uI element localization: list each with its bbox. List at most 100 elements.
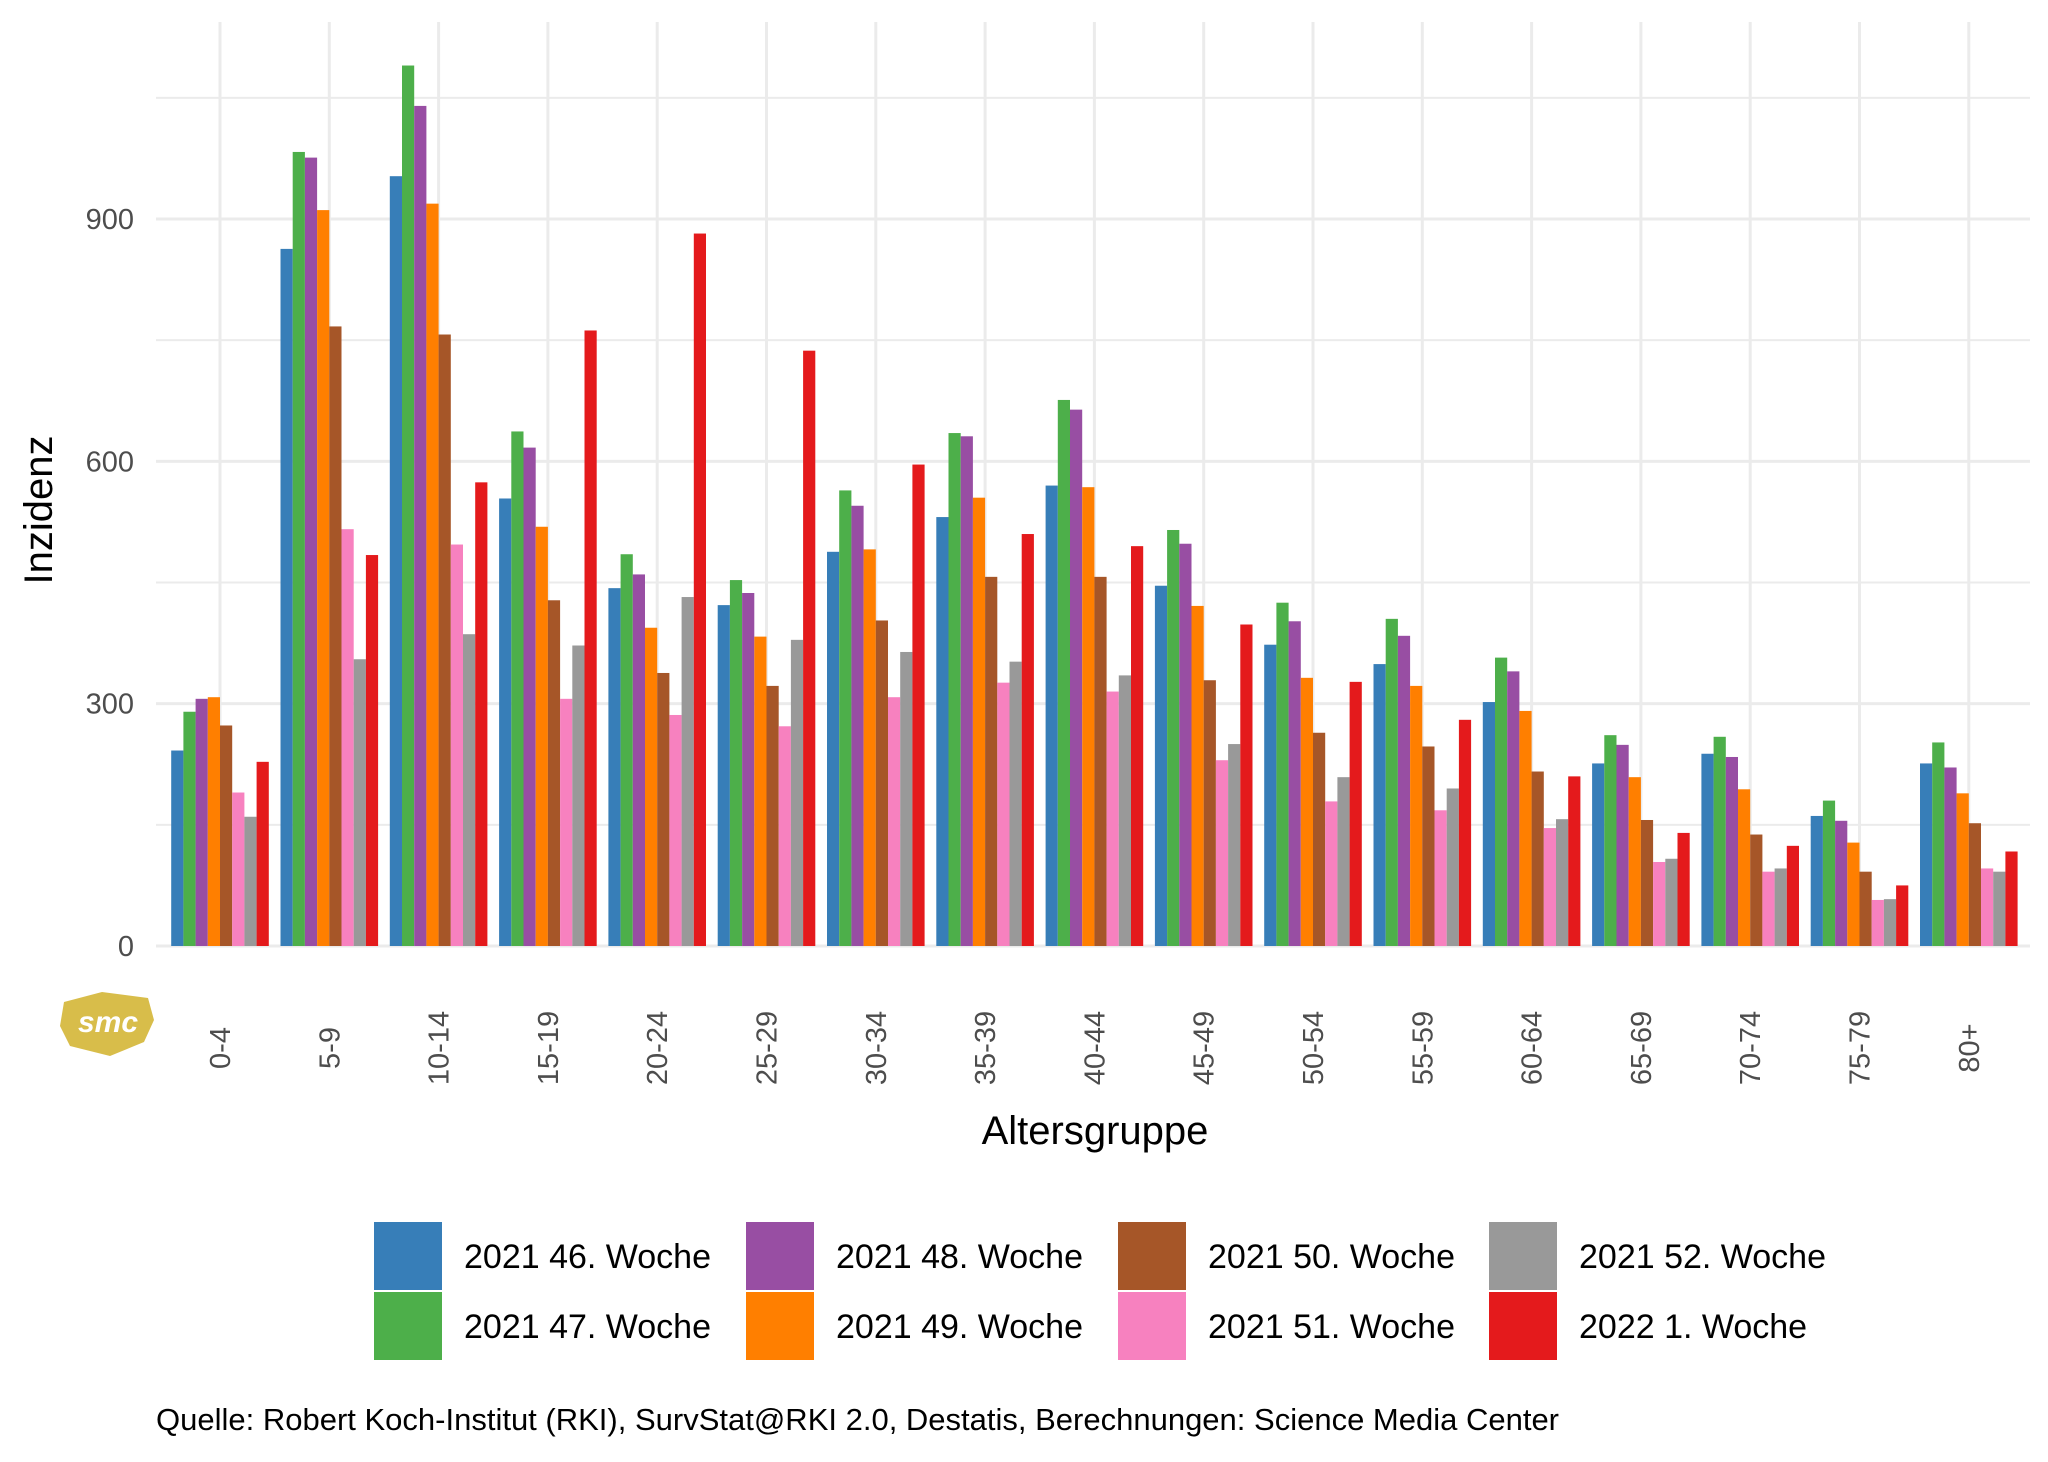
- bar: [547, 600, 561, 946]
- bar: [693, 233, 706, 947]
- bar: [1738, 789, 1751, 946]
- bar: [1568, 776, 1581, 946]
- bar: [1288, 621, 1301, 946]
- bar: [1810, 815, 1823, 946]
- bar: [1896, 885, 1909, 946]
- bar: [803, 350, 816, 946]
- bar: [1835, 820, 1848, 946]
- bar: [560, 698, 573, 946]
- bar: [171, 750, 184, 946]
- x-tick-label: 70-74: [1735, 1011, 1767, 1085]
- bar: [426, 203, 439, 946]
- x-tick-label: 60-64: [1517, 1011, 1549, 1085]
- bar: [1397, 635, 1411, 946]
- bar: [317, 210, 330, 947]
- bar: [1981, 868, 1994, 946]
- bar: [1677, 832, 1690, 946]
- bar: [256, 761, 269, 946]
- legend-key: [374, 1292, 442, 1360]
- bar: [1750, 834, 1763, 946]
- legend-key: [1489, 1222, 1557, 1290]
- bar: [1713, 736, 1726, 946]
- bar: [402, 65, 415, 946]
- bar: [232, 792, 245, 946]
- bar: [414, 105, 427, 946]
- bar: [1446, 788, 1459, 946]
- bar: [1009, 661, 1022, 946]
- x-tick-label: 55-59: [1407, 1011, 1439, 1085]
- bar: [972, 497, 986, 946]
- bar: [1871, 899, 1884, 946]
- bar: [827, 551, 840, 946]
- bar: [1883, 899, 1897, 946]
- bar: [742, 593, 755, 946]
- bar: [960, 436, 973, 946]
- legend-label: 2021 50. Woche: [1208, 1238, 1455, 1276]
- bar: [632, 574, 645, 946]
- bar: [851, 505, 864, 946]
- bar: [353, 659, 366, 946]
- bar: [1337, 777, 1350, 946]
- smc-logo-icon: smc: [60, 992, 154, 1056]
- bar: [1082, 487, 1095, 946]
- bar: [1665, 858, 1678, 946]
- x-tick-label: 30-34: [861, 1011, 893, 1085]
- bar: [1276, 602, 1289, 946]
- bar: [499, 498, 512, 946]
- bar: [1154, 585, 1168, 946]
- bar: [523, 447, 536, 946]
- bar: [936, 517, 949, 946]
- bar: [1920, 763, 1933, 946]
- legend-key: [1118, 1222, 1186, 1290]
- y-tick-label: 600: [86, 446, 134, 478]
- bar: [948, 433, 961, 946]
- legend-key: [746, 1292, 814, 1360]
- bar: [1167, 529, 1180, 946]
- x-tick-label: 15-19: [533, 1011, 565, 1085]
- bar: [717, 605, 730, 946]
- legend-label: 2021 46. Woche: [464, 1238, 711, 1276]
- legend-label: 2021 51. Woche: [1208, 1308, 1455, 1346]
- bar: [608, 588, 621, 946]
- bar: [1701, 753, 1714, 946]
- bar: [535, 526, 548, 946]
- bar: [1822, 800, 1836, 946]
- bar: [1531, 771, 1544, 946]
- x-tick-label: 80+: [1954, 1023, 1986, 1072]
- bar: [572, 645, 585, 946]
- bar: [1118, 675, 1131, 946]
- bar: [1106, 691, 1119, 946]
- bar: [839, 490, 852, 946]
- bar: [1956, 793, 1969, 946]
- bar: [1131, 546, 1144, 946]
- bar: [1385, 618, 1398, 946]
- bar: [1240, 624, 1253, 946]
- bar: [329, 326, 342, 946]
- bar: [1993, 871, 2006, 946]
- bar: [754, 636, 767, 946]
- bar: [863, 549, 876, 946]
- bar: [1434, 810, 1447, 946]
- x-tick-label: 25-29: [752, 1011, 784, 1085]
- bar: [1592, 763, 1605, 946]
- legend-key: [374, 1222, 442, 1290]
- bar: [997, 682, 1010, 946]
- bar: [1313, 732, 1326, 946]
- bar: [888, 697, 901, 946]
- bar: [875, 620, 888, 946]
- bar: [1725, 756, 1738, 946]
- bar: [1519, 710, 1532, 946]
- bar: [1604, 735, 1617, 946]
- bar: [1373, 664, 1386, 946]
- bar: [1628, 777, 1641, 946]
- bar: [985, 576, 998, 946]
- bar: [292, 151, 305, 946]
- bar: [1543, 828, 1556, 946]
- bar: [207, 697, 220, 946]
- legend-label: 2021 49. Woche: [836, 1308, 1083, 1346]
- bar: [1021, 534, 1034, 946]
- bar: [183, 711, 196, 946]
- bar: [1300, 677, 1313, 946]
- bar: [1640, 819, 1654, 946]
